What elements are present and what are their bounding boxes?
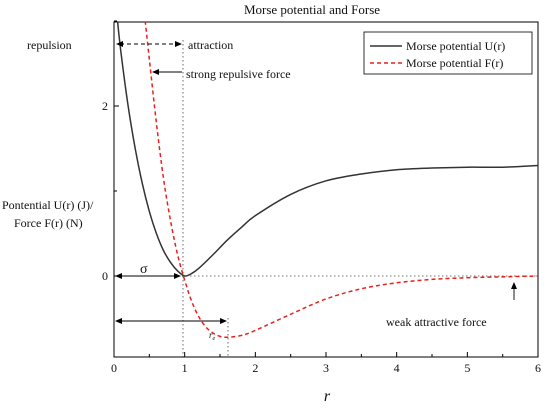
re-arrowhead-right [220,318,227,324]
legend-label-f: Morse potential F(r) [406,56,503,70]
x-tick-label-5: 5 [464,361,470,375]
x-tick-label-6: 6 [535,361,541,375]
legend: Morse potential U(r) Morse potential F(r… [363,31,533,75]
re-arrowhead-left [115,318,122,324]
annotations: repulsion attraction strong repulsive fo… [27,38,517,342]
x-tick-label-2: 2 [252,361,258,375]
series-line-force-f [144,22,538,338]
weak-arrowhead [511,282,517,289]
annotation-strong-repulsive: strong repulsive force [186,67,291,81]
legend-label-u: Morse potential U(r) [406,39,505,53]
x-axis: 0 1 2 3 4 5 6 [111,352,541,375]
y-axis-label-line1: Pontential U(r) (J)/ [2,198,94,212]
series-layer [116,22,538,338]
y-tick-label-0: 0 [102,269,108,283]
arrowhead-left [116,41,123,47]
arrowhead-strong [152,69,159,75]
sigma-arrowhead-left [115,273,122,279]
y-tick-label-2: 2 [102,99,108,113]
arrowhead-right [175,41,182,47]
y-axis-label-line2: Force F(r) (N) [14,216,83,230]
sigma-arrowhead-right [174,273,181,279]
x-tick-label-1: 1 [182,361,188,375]
chart-title: Morse potential and Forse [244,2,380,17]
annotation-repulsion: repulsion [27,38,72,52]
annotation-attraction: attraction [188,38,233,52]
annotation-weak-attractive: weak attractive force [386,315,487,329]
annotation-re: re [209,330,216,342]
x-tick-label-0: 0 [111,361,117,375]
x-axis-label: r [324,388,331,405]
legend-box [363,31,533,75]
series-line-potential-u [116,22,538,277]
y-axis: 02 [102,20,119,283]
annotation-sigma: σ [140,262,148,277]
x-tick-label-3: 3 [323,361,329,375]
x-tick-label-4: 4 [394,361,400,375]
